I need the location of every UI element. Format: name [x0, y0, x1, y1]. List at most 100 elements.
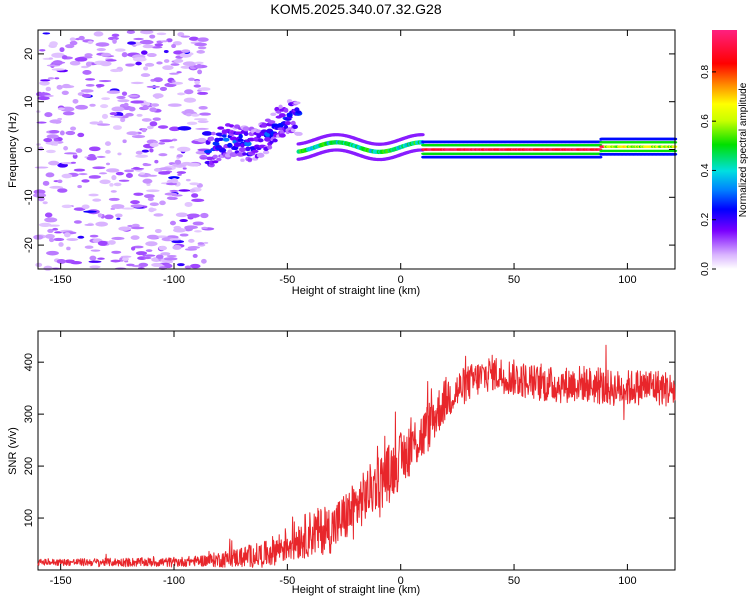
spectrogram-noise-speckle	[169, 189, 179, 192]
spectrogram-noise-speckle	[125, 112, 134, 117]
spectrogram-noise-speckle	[42, 201, 48, 205]
spectrogram-noise-speckle	[156, 32, 167, 36]
spectrogram-noise-speckle	[117, 152, 122, 156]
spectrogram-noise-speckle	[201, 131, 213, 136]
spectrogram-noise-speckle	[59, 130, 65, 136]
spectrogram-noise-speckle	[154, 43, 164, 47]
spectrogram-noise-speckle	[121, 207, 136, 210]
snr-x-axis: -150 -100 -50 0 50 100	[50, 331, 637, 587]
spectrogram-noise-speckle	[197, 137, 207, 143]
spectrogram-noise-speckle	[57, 188, 68, 193]
spectrogram-x-axis: -150 -100 -50 0 50 100	[50, 30, 637, 286]
spectrogram-noise-speckle	[183, 97, 197, 103]
spectrogram-noise-speckle	[131, 246, 136, 251]
spectrogram-noise-speckle	[88, 260, 102, 263]
spectrogram-noise-speckle	[184, 89, 194, 95]
spectrogram-noise-speckle	[171, 178, 178, 184]
spectrogram-noise-speckle	[66, 238, 79, 241]
spectrogram-x-tick-label: -100	[163, 274, 185, 286]
spectrogram-noise-speckle	[192, 253, 198, 258]
spectrogram-noise-speckle	[160, 40, 169, 43]
spectrogram-noise-speckle	[84, 223, 95, 226]
chart-title: KOM5.2025.340.07.32.G28	[270, 1, 441, 17]
spectrogram-noise-speckle	[34, 166, 49, 169]
spectrogram-noise-speckle	[169, 146, 175, 149]
spectrogram-noise-speckle	[105, 149, 111, 154]
spectrogram-dispersive-mark	[238, 133, 243, 139]
spectrogram-noise-speckle	[143, 194, 155, 199]
spectrogram-noise-speckle	[98, 172, 108, 175]
spectrogram-noise-speckle	[111, 174, 117, 181]
spectrogram-x-tick-label: -50	[279, 274, 295, 286]
spectrogram-noise-speckle	[63, 232, 71, 238]
spectrogram-ridge-halo	[420, 133, 425, 137]
spectrogram-noise-speckle	[197, 242, 205, 245]
spectrogram-noise-speckle	[127, 94, 139, 98]
spectrogram-dispersive-mark	[278, 104, 283, 109]
spectrogram-dispersive-mark	[292, 124, 298, 130]
spectrogram-noise-speckle	[152, 93, 164, 99]
spectrogram-noise-speckle	[192, 221, 204, 226]
spectrogram-noise-speckle	[78, 173, 88, 176]
spectrogram-noise-speckle	[150, 103, 160, 107]
spectrogram-noise-speckle	[178, 189, 191, 192]
spectrogram-noise-speckle	[41, 80, 48, 84]
spectrogram-noise-speckle	[116, 95, 126, 100]
spectrogram-noise-speckle	[131, 223, 140, 228]
spectrogram-dispersive-mark	[283, 124, 289, 130]
snr-x-tick-label: -100	[163, 575, 185, 587]
spectrogram-noise-speckle	[194, 80, 201, 85]
spectrogram-noise-speckle	[141, 149, 149, 153]
spectrogram-noise-speckle	[148, 207, 155, 213]
spectrogram-dispersive-mark	[284, 121, 291, 126]
spectrogram-noise-speckle	[97, 123, 111, 126]
spectrogram-noise-speckle	[73, 168, 86, 172]
spectrogram-noise-speckle	[151, 46, 163, 49]
spectrogram-noise-speckle	[196, 50, 206, 54]
spectrogram-noise-speckle	[181, 161, 192, 166]
spectrogram-noise-speckle	[110, 115, 124, 118]
spectrogram-noise-speckle	[161, 237, 175, 242]
spectrogram-x-tick-label: 50	[508, 274, 520, 286]
spectrogram-noise-speckle	[185, 113, 192, 117]
spectrogram-noise-speckle	[171, 163, 185, 167]
spectrogram-noise-speckle	[140, 29, 154, 35]
snr-x-tick-label: 100	[618, 575, 636, 587]
spectrogram-noise-speckle	[37, 196, 45, 202]
colorbar-tick-label: 0.8	[700, 64, 711, 78]
spectrogram-noise-speckle	[39, 49, 46, 52]
spectrogram-noise-speckle	[104, 141, 112, 146]
spectrogram-dispersive-mark	[295, 110, 302, 114]
spectrogram-noise-speckle	[197, 120, 209, 124]
spectrogram-noise-speckle	[101, 52, 112, 57]
spectrogram-noise-speckle	[121, 52, 128, 58]
spectrogram-dispersive-mark	[278, 113, 286, 118]
spectrogram-noise-speckle	[140, 101, 151, 107]
spectrogram-noise-speckle	[167, 103, 182, 107]
spectrogram-noise-speckle	[187, 246, 200, 249]
spectrogram-noise-speckle	[126, 263, 135, 267]
snr-panel: -150 -100 -50 0 50 100 100 200 300 400 Height of…	[7, 330, 676, 596]
spectrogram-noise-speckle	[159, 139, 173, 143]
spectrogram-noise-speckle	[155, 235, 168, 238]
snr-x-label: Height of straight line (km)	[292, 584, 420, 596]
spectrogram-noise-speckle	[73, 220, 82, 224]
spectrogram-noise-speckle	[135, 251, 148, 256]
spectrogram-noise-speckle	[70, 126, 77, 131]
spectrogram-noise-speckle	[158, 245, 167, 251]
spectrogram-dispersive-mark	[212, 154, 218, 159]
spectrogram-noise-speckle	[177, 173, 182, 176]
spectrogram-noise-speckle	[44, 112, 53, 118]
spectrogram-noise-speckle	[169, 72, 179, 75]
spectrogram-noise-speckle	[87, 40, 94, 45]
spectrogram-noise-speckle	[200, 212, 209, 219]
spectrogram-noise-speckle	[95, 83, 105, 88]
spectrogram-noise-speckle	[74, 57, 88, 62]
spectrogram-noise-speckle	[112, 125, 122, 130]
spectrogram-noise-speckle	[42, 180, 50, 186]
spectrogram-noise-speckle	[140, 73, 151, 78]
spectrogram-noise-speckle	[57, 117, 63, 121]
spectrogram-noise-speckle	[198, 87, 211, 91]
spectrogram-noise-speckle	[163, 257, 178, 261]
spectrogram-noise-speckle	[64, 259, 76, 264]
